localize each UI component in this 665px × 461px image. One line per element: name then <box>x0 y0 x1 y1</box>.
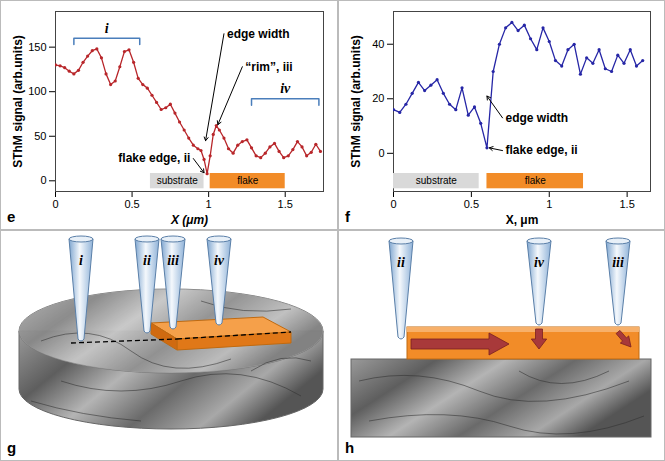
html-text:f: f <box>345 208 350 225</box>
svg-text:0.5: 0.5 <box>464 198 479 210</box>
svg-text:150: 150 <box>28 41 46 53</box>
svg-text:20: 20 <box>372 92 384 104</box>
svg-text:i: i <box>105 21 109 36</box>
svg-text:flake edge, ii: flake edge, ii <box>506 143 578 157</box>
svg-text:0.5: 0.5 <box>124 198 139 210</box>
svg-text:i: i <box>79 253 83 268</box>
svg-text:0: 0 <box>52 198 58 210</box>
svg-text:substrate: substrate <box>157 175 199 186</box>
svg-text:iii: iii <box>612 255 624 270</box>
svg-text:1: 1 <box>546 198 552 210</box>
svg-text:flake: flake <box>525 175 547 186</box>
svg-text:1.5: 1.5 <box>278 198 293 210</box>
svg-text:iii: iii <box>167 253 179 268</box>
svg-text:50: 50 <box>34 130 46 142</box>
html-text:e: e <box>7 208 16 225</box>
svg-text:“rim”, iii: “rim”, iii <box>245 60 292 74</box>
svg-text:edge width: edge width <box>227 27 290 41</box>
svg-text:1.5: 1.5 <box>619 198 634 210</box>
svg-text:ii: ii <box>143 253 151 268</box>
svg-text:100: 100 <box>28 85 46 97</box>
svg-text:X, μm: X, μm <box>506 213 539 227</box>
svg-text:0: 0 <box>378 147 384 159</box>
html-text:h: h <box>345 439 355 456</box>
html-text:g: g <box>7 439 17 456</box>
svg-text:flake edge, ii: flake edge, ii <box>118 151 190 165</box>
svg-text:X (μm): X (μm) <box>170 213 208 227</box>
svg-text:SThM signal (arb.units): SThM signal (arb.units) <box>11 35 25 168</box>
svg-text:0: 0 <box>390 198 396 210</box>
svg-text:iv: iv <box>280 81 291 96</box>
svg-text:SThM signal (arb.units): SThM signal (arb.units) <box>349 35 363 168</box>
svg-text:edge width: edge width <box>506 111 569 125</box>
svg-text:40: 40 <box>372 38 384 50</box>
svg-text:1: 1 <box>206 198 212 210</box>
svg-text:substrate: substrate <box>416 175 458 186</box>
svg-text:iv: iv <box>214 253 225 268</box>
svg-text:iv: iv <box>534 255 545 270</box>
svg-text:flake: flake <box>237 175 259 186</box>
svg-text:ii: ii <box>397 255 405 270</box>
svg-text:0: 0 <box>40 174 46 186</box>
